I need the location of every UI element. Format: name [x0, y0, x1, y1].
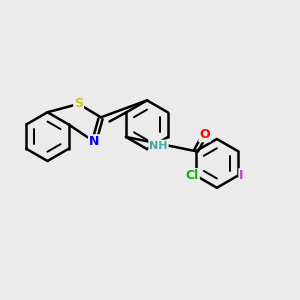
Text: Cl: Cl	[186, 169, 199, 182]
Text: N: N	[89, 135, 99, 148]
Text: I: I	[239, 169, 244, 182]
Text: O: O	[200, 128, 210, 141]
Text: S: S	[74, 98, 83, 110]
Text: NH: NH	[149, 140, 168, 151]
